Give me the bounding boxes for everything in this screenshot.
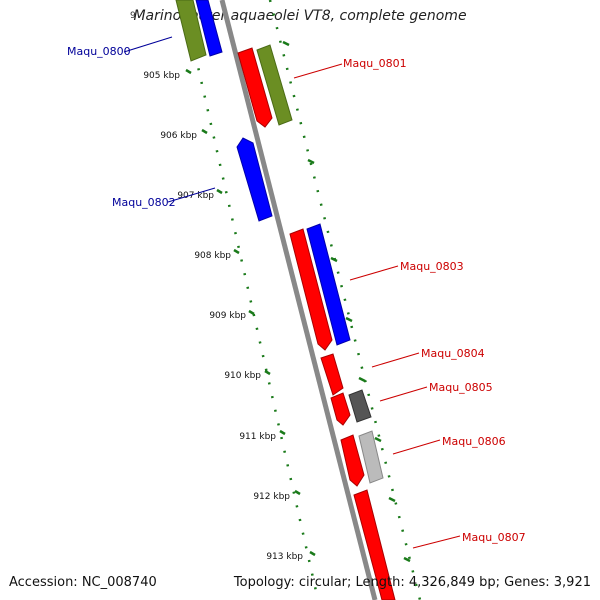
axis-tick xyxy=(309,550,316,557)
gene-arrow-olive[interactable] xyxy=(256,44,293,126)
inner-tick-marks xyxy=(282,40,411,563)
inner-tick xyxy=(345,316,353,323)
gene-label-maqu-0800[interactable]: Maqu_0800 xyxy=(67,45,131,58)
axis-tick-label: 909 kbp xyxy=(209,311,246,321)
genome-summary-text: Topology: circular; Length: 4,326,849 bp… xyxy=(233,575,591,590)
leader-maqu-0803 xyxy=(349,265,399,281)
axis-tick-label: 910 kbp xyxy=(224,371,261,381)
axis-tick-label: 911 kbp xyxy=(239,432,276,442)
inner-tick xyxy=(282,40,290,47)
inner-tick xyxy=(388,496,396,503)
leader-maqu-0807 xyxy=(412,535,461,549)
axis-tick-label: 913 kbp xyxy=(266,552,303,562)
inner-tick xyxy=(403,556,411,563)
axis-tick-label: 912 kbp xyxy=(253,492,290,502)
gene-label-maqu-0805[interactable]: Maqu_0805 xyxy=(429,381,493,394)
inner-tick xyxy=(358,376,366,383)
map-title: 9 Marinobacter aquaeolei VT8, complete g… xyxy=(0,8,600,24)
gene-arrow-red[interactable] xyxy=(237,47,273,128)
axis-tick xyxy=(264,369,271,376)
axis-tick-marks xyxy=(185,68,316,557)
gene-arrow-dark-gray[interactable] xyxy=(348,389,372,423)
gene-arrow-blue[interactable] xyxy=(306,223,351,346)
gene-arrow-red[interactable] xyxy=(320,353,344,396)
gene-maqu-0804[interactable] xyxy=(320,353,351,426)
leader-maqu-0800 xyxy=(123,36,173,53)
gene-label-maqu-0807[interactable]: Maqu_0807 xyxy=(462,531,526,544)
inner-tick xyxy=(330,256,338,263)
axis-tick xyxy=(294,489,301,496)
axis-tick xyxy=(201,128,208,135)
genome-backbone xyxy=(219,0,378,600)
title-text: Marinobacter aquaeolei VT8, complete gen… xyxy=(133,8,467,24)
inner-tick xyxy=(307,158,315,165)
gene-arrow-light-gray[interactable] xyxy=(358,430,384,484)
gene-maqu-0803[interactable] xyxy=(289,223,351,351)
gene-arrow-blue[interactable] xyxy=(236,137,273,222)
gene-labels: Maqu_0800 Maqu_0801 Maqu_0802 Maqu_0803 … xyxy=(67,45,526,544)
gene-label-maqu-0802[interactable]: Maqu_0802 xyxy=(112,196,176,209)
gene-maqu-0807[interactable] xyxy=(353,489,396,600)
label-leaders xyxy=(123,36,461,549)
gene-label-maqu-0806[interactable]: Maqu_0806 xyxy=(442,435,506,448)
gene-label-maqu-0801[interactable]: Maqu_0801 xyxy=(343,57,407,70)
axis-tick-label: 905 kbp xyxy=(143,71,180,81)
axis-tick xyxy=(185,68,192,75)
gene-arrow-red[interactable] xyxy=(340,434,365,487)
gene-arrow-olive[interactable] xyxy=(175,0,207,62)
leader-maqu-0805 xyxy=(379,386,428,402)
gene-arrow-blue[interactable] xyxy=(195,0,223,57)
axis-tick xyxy=(248,309,255,316)
gene-arrow-red[interactable] xyxy=(353,489,396,600)
leader-maqu-0802 xyxy=(167,187,216,203)
title-edge-digit: 9 xyxy=(130,11,136,21)
gene-maqu-0805[interactable] xyxy=(348,389,372,423)
inner-tick-track xyxy=(268,0,422,600)
axis-tick-label: 908 kbp xyxy=(194,251,231,261)
axis-tick-labels: 905 kbp 906 kbp 907 kbp 908 kbp 909 kbp … xyxy=(143,71,303,562)
accession-text: Accession: NC_008740 xyxy=(9,575,157,590)
gene-arrow-red[interactable] xyxy=(330,392,351,426)
gene-label-maqu-0804[interactable]: Maqu_0804 xyxy=(421,347,485,360)
axis-tick xyxy=(216,188,223,195)
gene-maqu-0806[interactable] xyxy=(340,430,384,487)
gene-maqu-0802[interactable] xyxy=(236,137,273,222)
gene-label-maqu-0803[interactable]: Maqu_0803 xyxy=(400,260,464,273)
axis-tick-label: 906 kbp xyxy=(160,131,197,141)
leader-maqu-0801 xyxy=(293,63,343,79)
inner-tick xyxy=(374,436,382,443)
axis-tick xyxy=(233,248,240,255)
axis-tick-label: 907 kbp xyxy=(177,191,214,201)
axis-tick xyxy=(279,429,286,436)
gene-maqu-0801[interactable] xyxy=(237,44,293,128)
leader-maqu-0804 xyxy=(371,352,420,368)
gene-maqu-0800[interactable] xyxy=(175,0,223,62)
gene-arrow-red[interactable] xyxy=(289,228,333,351)
leader-maqu-0806 xyxy=(392,439,441,455)
